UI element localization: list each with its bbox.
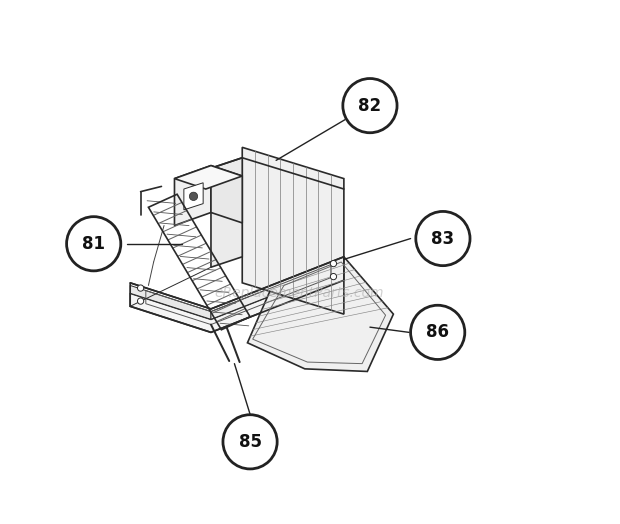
Polygon shape xyxy=(211,166,242,223)
Circle shape xyxy=(223,414,277,469)
Circle shape xyxy=(189,192,198,201)
Circle shape xyxy=(343,79,397,133)
Circle shape xyxy=(416,212,470,266)
Text: 82: 82 xyxy=(358,96,381,115)
Polygon shape xyxy=(130,267,344,332)
Text: 85: 85 xyxy=(239,433,262,451)
Polygon shape xyxy=(174,166,242,189)
Polygon shape xyxy=(247,257,394,372)
Polygon shape xyxy=(211,158,242,267)
Text: 81: 81 xyxy=(82,235,105,253)
Circle shape xyxy=(66,216,121,271)
Text: eReplacementParts.com: eReplacementParts.com xyxy=(215,286,384,300)
Polygon shape xyxy=(242,147,344,314)
Circle shape xyxy=(330,260,337,267)
Polygon shape xyxy=(130,286,211,319)
Circle shape xyxy=(138,285,144,291)
Circle shape xyxy=(138,298,144,304)
Circle shape xyxy=(330,274,337,280)
Circle shape xyxy=(410,305,465,359)
Polygon shape xyxy=(174,166,211,225)
Polygon shape xyxy=(184,183,203,210)
Text: 86: 86 xyxy=(426,323,450,341)
Text: 83: 83 xyxy=(432,230,454,247)
Polygon shape xyxy=(211,259,344,319)
